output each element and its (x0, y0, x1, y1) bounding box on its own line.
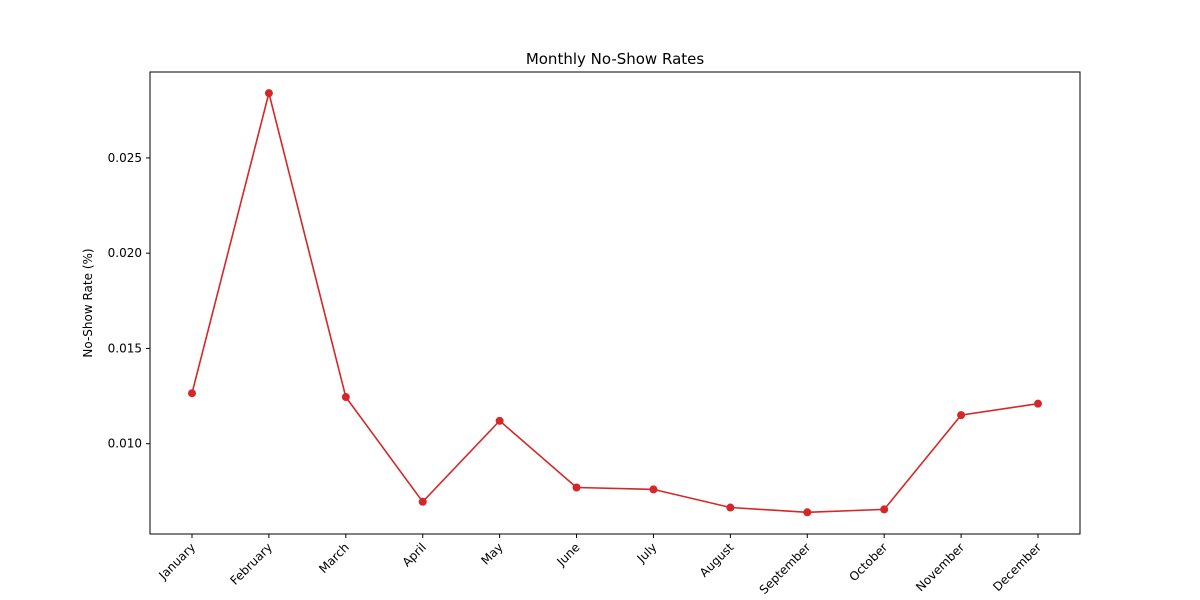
plot-frame (149, 71, 1081, 535)
data-point (264, 89, 273, 98)
y-axis-label: No-Show Rate (%) (81, 248, 95, 357)
data-point (803, 508, 812, 517)
data-point (341, 393, 350, 402)
x-tick-label: July (634, 540, 660, 566)
y-tick-label: 0.025 (108, 151, 142, 165)
x-tick-label: November (913, 540, 967, 594)
x-tick-label: March (316, 540, 352, 576)
series-line (191, 92, 1039, 514)
data-point (495, 416, 504, 425)
x-tick-label: October (846, 540, 890, 584)
data-point (649, 485, 658, 494)
chart-title: Monthly No-Show Rates (526, 50, 705, 68)
x-tick-label: January (155, 540, 198, 583)
y-tick-label: 0.020 (108, 246, 142, 260)
x-tick-label: April (400, 540, 429, 569)
x-tick-label: December (990, 540, 1044, 594)
x-tick-label: September (757, 540, 814, 597)
y-tick-label: 0.010 (108, 437, 142, 451)
x-tick-label: June (554, 540, 583, 569)
x-tick-label: February (228, 540, 276, 588)
x-tick-label: August (697, 540, 737, 580)
y-tick-label: 0.015 (108, 341, 142, 355)
data-point (418, 497, 427, 506)
data-point (1034, 399, 1042, 408)
data-point (188, 389, 196, 398)
plot-area: 0.010 0.015 0.020 0.025 January February March… (108, 89, 1044, 597)
data-point (572, 483, 581, 492)
data-point (957, 411, 966, 420)
data-point (880, 505, 889, 514)
x-tick-label: May (478, 540, 505, 567)
data-point (726, 503, 735, 512)
